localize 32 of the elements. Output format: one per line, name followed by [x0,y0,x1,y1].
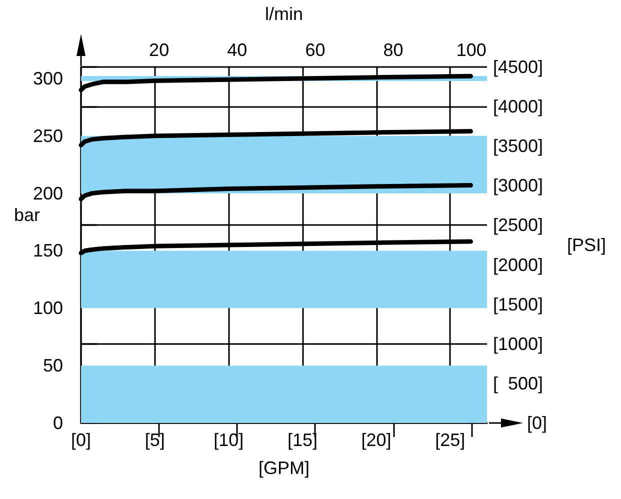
y2-tick-label: [4500] [493,57,544,77]
y2-tick-label: [3000] [493,176,544,196]
y-tick-label: 300 [32,68,63,88]
y-tick-label: 200 [32,183,63,204]
y-tick-label: 250 [32,126,63,146]
x-tick-label: [20] [361,430,392,450]
x-tick-label: [0] [70,430,92,450]
x-axis-title: [GPM] [258,458,310,478]
y2-tick-label: [0] [527,413,548,433]
x2-tick-label: 100 [456,40,486,60]
x2-axis-title: l/min [264,4,304,24]
y-axis-title: bar [14,205,40,225]
y-tick-label: 100 [32,298,63,318]
x2-tick-label: 80 [383,40,404,60]
x-tick-label: [5] [144,430,165,450]
y2-tick-label: [2000] [493,254,544,275]
y2-tick-label: [2500] [493,215,544,236]
y2-tick-label: [1000] [493,334,544,354]
y2-axis-title: [PSI] [567,235,606,255]
y2-tick-label: [ 500] [493,373,544,394]
y-tick-label: 50 [42,356,63,376]
y-tick-label: 150 [32,240,63,261]
x2-tick-label: 20 [149,40,170,60]
y2-tick-label: [3500] [493,136,544,156]
x2-tick-label: 60 [305,40,326,60]
x-tick-label: [10] [214,430,244,450]
x2-tick-label: 40 [227,40,248,60]
y2-tick-label: [4000] [493,96,544,117]
y2-tick-label: [1500] [493,294,544,314]
y-tick-label: 0 [52,413,63,433]
x-tick-label: [15] [287,430,318,450]
x-tick-label: [25] [435,430,466,450]
